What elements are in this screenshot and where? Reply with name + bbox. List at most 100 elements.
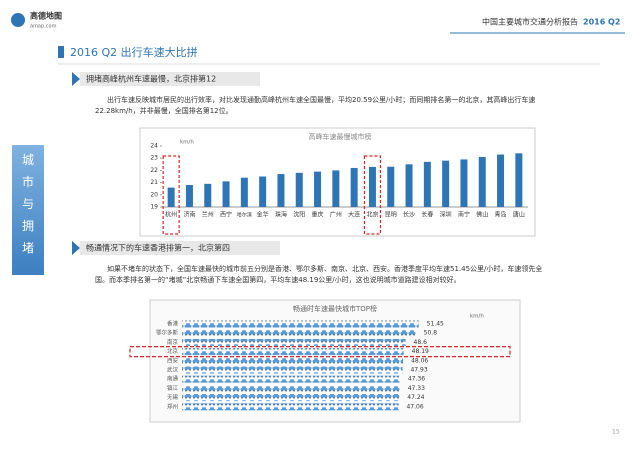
bar: [387, 166, 395, 207]
x-tick-label: 兰州: [202, 211, 214, 219]
x-tick-label: 深圳: [440, 211, 452, 219]
chart-title: 高峰车速最慢城市榜: [309, 132, 372, 141]
unit: km/h: [180, 140, 194, 146]
report-title: 中国主要城市交通分析报告: [482, 17, 578, 27]
x-tick-label: 青岛: [495, 211, 507, 219]
row-label: 南通: [167, 375, 179, 383]
x-tick-label: 南宁: [458, 211, 470, 219]
row-label: 镇江: [167, 384, 179, 392]
paragraph: 如果不堵车的状态下，全国车速最快的城市前五分别是香港、鄂尔多斯、南京、北京、西安…: [95, 265, 543, 284]
x-tick-label: 济南: [183, 211, 195, 219]
value-label: 47.24: [407, 394, 424, 401]
row-label: 鄂尔多斯: [156, 329, 179, 337]
x-tick-label: 哈尔滨: [237, 212, 252, 219]
y-tick-label: 23: [150, 155, 158, 162]
row-label: 北京: [167, 347, 179, 355]
report-period: 2016 Q2: [583, 18, 620, 27]
car-row: [182, 375, 400, 383]
value-label: 51.45: [427, 321, 444, 328]
x-tick-label: 广州: [330, 211, 342, 219]
value-label: 48.19: [412, 348, 429, 355]
x-tick-label: 珠海: [275, 211, 287, 219]
bar: [497, 154, 505, 207]
x-tick-label: 昆明: [385, 212, 397, 219]
bar: [277, 174, 285, 207]
value-label: 47.93: [410, 367, 427, 374]
x-tick-label: 重庆: [312, 211, 324, 219]
bar: [423, 161, 431, 207]
y-tick-label: 21: [150, 179, 158, 186]
logo-sub: amap.com: [30, 24, 57, 30]
bar: [204, 183, 212, 207]
value-label: 48.6: [414, 339, 428, 346]
y-tick-label: 19: [150, 204, 158, 211]
logo-icon: [11, 13, 25, 27]
car-row: [182, 357, 404, 365]
highlight-box: [363, 155, 382, 235]
car-row: [182, 366, 403, 374]
heading-band: [80, 72, 260, 86]
bar: [314, 171, 322, 207]
car-row: [182, 403, 399, 411]
x-tick-label: 长沙: [403, 211, 415, 219]
bar: [222, 181, 230, 207]
highlight-box: [129, 346, 511, 358]
bar: [332, 170, 340, 207]
bar: [515, 153, 523, 207]
bar: [460, 159, 468, 207]
value-label: 47.06: [406, 403, 423, 410]
y-tick-label: 20: [150, 191, 158, 198]
x-tick-label: 佛山: [476, 211, 488, 219]
row-label: 无锡: [167, 393, 179, 401]
x-tick-label: 大连: [348, 211, 360, 219]
x-tick-label: 唐山: [513, 211, 525, 219]
title-mark: [58, 46, 64, 58]
bar: [240, 177, 248, 207]
chart-title: 畅通时车速最快城市TOP榜: [293, 304, 377, 313]
y-tick-label: 22: [150, 167, 158, 174]
value-label: 48.06: [411, 357, 428, 364]
y-tick-label: 24: [150, 143, 158, 150]
value-label: 47.36: [408, 376, 425, 383]
bar: [167, 187, 175, 207]
sidebar: [12, 145, 44, 275]
heading-band: [80, 241, 280, 255]
x-tick-label: 沈阳: [293, 211, 305, 219]
car-row: [182, 348, 404, 356]
bar: [442, 160, 450, 207]
heading: 畅通情况下的车速香港排第一，北京第四: [86, 243, 230, 253]
bullet: [72, 72, 80, 86]
x-tick-label: 杭州: [165, 211, 177, 219]
row-label: 香港: [167, 320, 179, 328]
section-title: 2016 Q2 出行车速大比拼: [70, 45, 198, 59]
car-row: [182, 384, 400, 392]
row-label: 南京: [167, 338, 179, 346]
bullet: [72, 241, 80, 255]
bar: [368, 166, 376, 207]
logo: 高德地图: [30, 11, 62, 21]
x-tick-label: 北京: [366, 211, 378, 219]
x-tick-label: 金华: [257, 211, 269, 219]
highlight-box: [162, 155, 180, 235]
car-row: [182, 329, 416, 337]
row-label: 郑州: [167, 402, 178, 410]
bar: [350, 167, 358, 207]
car-row: [182, 338, 406, 346]
value-label: 50.8: [424, 330, 438, 337]
bar: [478, 156, 486, 207]
bar: [185, 185, 193, 207]
x-tick-label: 西宁: [220, 211, 232, 219]
row-label: 武汉: [167, 366, 179, 374]
bar: [259, 176, 267, 207]
car-row: [182, 394, 400, 402]
page-number: 15: [612, 429, 620, 436]
paragraph: 出行车速反映城市居民的出行效率，对比发现通勤高峰杭州车速全国最慢，平均20.59…: [95, 96, 536, 115]
bar: [295, 172, 303, 207]
bar: [405, 164, 413, 207]
x-tick-label: 长春: [421, 211, 433, 219]
unit: km/h: [470, 314, 484, 320]
value-label: 47.33: [408, 385, 425, 392]
sidebar-text: 城市与拥堵: [22, 153, 34, 255]
